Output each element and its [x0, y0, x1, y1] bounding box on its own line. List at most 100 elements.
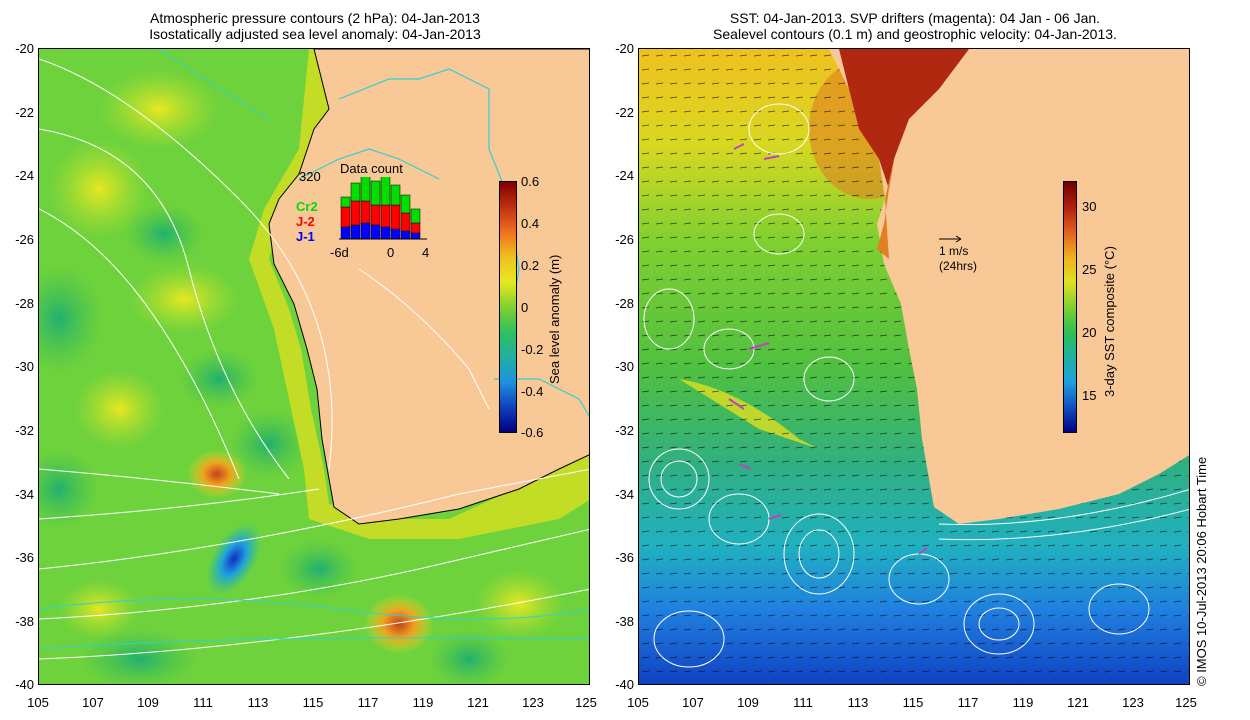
x-tick: 123: [522, 695, 544, 710]
histogram-bar-j1: [360, 222, 371, 240]
sst-tick: 30: [1082, 199, 1097, 214]
x-tick: 107: [82, 695, 104, 710]
histogram-bar-j1: [380, 226, 391, 240]
x-tick: 111: [193, 695, 213, 710]
y-tick: -38: [15, 614, 34, 629]
x-tick: 113: [247, 695, 269, 710]
x-tick: 111: [793, 695, 813, 710]
x-tick: 105: [627, 695, 649, 710]
y-tick: -34: [15, 487, 34, 502]
histogram-bar-j2: [400, 212, 411, 232]
histogram-bar-j1: [350, 224, 361, 240]
australia-landmass: [829, 49, 1189, 524]
legend-cr2: Cr2: [296, 199, 318, 214]
y-tick: -26: [615, 232, 634, 247]
sla-tick: -0.2: [521, 342, 544, 357]
x-tick: 115: [902, 695, 924, 710]
y-tick: -40: [15, 677, 34, 692]
velocity-scale-label: 1 m/s: [939, 244, 969, 258]
histogram-bar-j2: [380, 204, 391, 228]
y-tick: -22: [615, 105, 634, 120]
y-tick: -24: [15, 168, 34, 183]
inset-xlabel-max: 4: [422, 245, 430, 260]
x-tick: 115: [302, 695, 324, 710]
y-tick: -20: [615, 41, 634, 56]
sst-colorbar-label: 3-day SST composite (°C): [1102, 246, 1117, 397]
histogram-bar-cr2: [390, 184, 401, 206]
inset-xlabel-zero: 0: [387, 245, 395, 260]
left-map: Data count 320 Cr2 J-2 J-1 -6d 0 4 0.6 0…: [38, 48, 590, 685]
sla-tick: 0: [521, 300, 529, 315]
left-title-1: Atmospheric pressure contours (2 hPa): 0…: [150, 10, 480, 26]
x-tick: 125: [575, 695, 597, 710]
right-title-1: SST: 04-Jan-2013. SVP drifters (magenta)…: [729, 10, 1101, 26]
histogram-bar-j1: [340, 226, 351, 240]
x-tick: 117: [957, 695, 979, 710]
inset-title: Data count: [340, 161, 403, 176]
legend-j1: J-1: [296, 229, 315, 244]
sea-level-anomaly-field: [39, 49, 589, 684]
x-tick: 125: [1175, 695, 1197, 710]
sla-colorbar: [499, 181, 517, 433]
inset-xlabel-min: -6d: [330, 245, 349, 260]
sst-tick: 20: [1082, 325, 1097, 340]
x-tick: 107: [682, 695, 704, 710]
velocity-scale-sublabel: (24hrs): [939, 259, 978, 273]
right-map: 1 m/s (24hrs) 30 25 20 15 3-day SST comp…: [638, 48, 1190, 685]
x-tick: 121: [467, 695, 489, 710]
y-tick: -24: [615, 168, 634, 183]
left-title-2: Isostatically adjusted sea level anomaly…: [149, 26, 481, 42]
histogram-bar-cr2: [410, 208, 421, 224]
sla-tick: 0.2: [521, 258, 540, 273]
right-title-2: Sealevel contours (0.1 m) and geostrophi…: [713, 26, 1117, 42]
y-tick: -26: [15, 232, 34, 247]
y-tick: -28: [15, 296, 34, 311]
y-tick: -22: [15, 105, 34, 120]
x-tick: 119: [412, 695, 434, 710]
histogram-bar-j2: [390, 204, 401, 230]
y-tick: -36: [615, 550, 634, 565]
histogram-bar-j2: [410, 222, 421, 234]
y-tick: -28: [615, 296, 634, 311]
inset-max-label: 320: [299, 169, 321, 184]
y-tick: -34: [615, 487, 634, 502]
legend-j2: J-2: [296, 214, 315, 229]
imos-credit: © IMOS 10-Jul-2013 20:06 Hobart Time: [1194, 456, 1209, 686]
histogram-bar-j2: [340, 206, 351, 228]
inset-histogram: [339, 177, 427, 240]
histogram-bar-cr2: [350, 182, 361, 202]
y-tick: -38: [615, 614, 634, 629]
histogram-bar-j1: [390, 228, 401, 240]
x-tick: 117: [357, 695, 379, 710]
histogram-bar-j1: [400, 230, 411, 240]
histogram-bar-cr2: [360, 177, 371, 202]
histogram-bar-j2: [370, 204, 381, 226]
x-tick: 119: [1012, 695, 1034, 710]
y-tick: -20: [15, 41, 34, 56]
x-tick: 109: [137, 695, 159, 710]
sst-colorbar: [1063, 181, 1077, 433]
data-count-inset: Data count 320 Cr2 J-2 J-1 -6d 0 4: [294, 159, 434, 269]
sla-tick: -0.6: [521, 425, 544, 440]
sst-field: [639, 49, 1189, 684]
histogram-bar-j2: [360, 200, 371, 224]
histogram-bar-j1: [410, 232, 421, 240]
histogram-bar-j2: [350, 200, 361, 226]
sla-tick: 0.4: [521, 216, 540, 231]
x-tick: 121: [1067, 695, 1089, 710]
histogram-bar-j1: [370, 224, 381, 240]
x-tick: 109: [737, 695, 759, 710]
y-tick: -30: [15, 359, 34, 374]
y-tick: -40: [615, 677, 634, 692]
x-tick: 123: [1122, 695, 1144, 710]
histogram-bar-cr2: [400, 194, 411, 214]
sla-tick: -0.4: [521, 384, 544, 399]
x-tick: 105: [27, 695, 49, 710]
sst-tick: 15: [1082, 388, 1097, 403]
y-tick: -32: [15, 423, 34, 438]
sla-tick: 0.6: [521, 174, 540, 189]
histogram-bar-cr2: [380, 177, 391, 206]
sst-tick: 25: [1082, 262, 1097, 277]
y-tick: -30: [615, 359, 634, 374]
y-tick: -36: [15, 550, 34, 565]
